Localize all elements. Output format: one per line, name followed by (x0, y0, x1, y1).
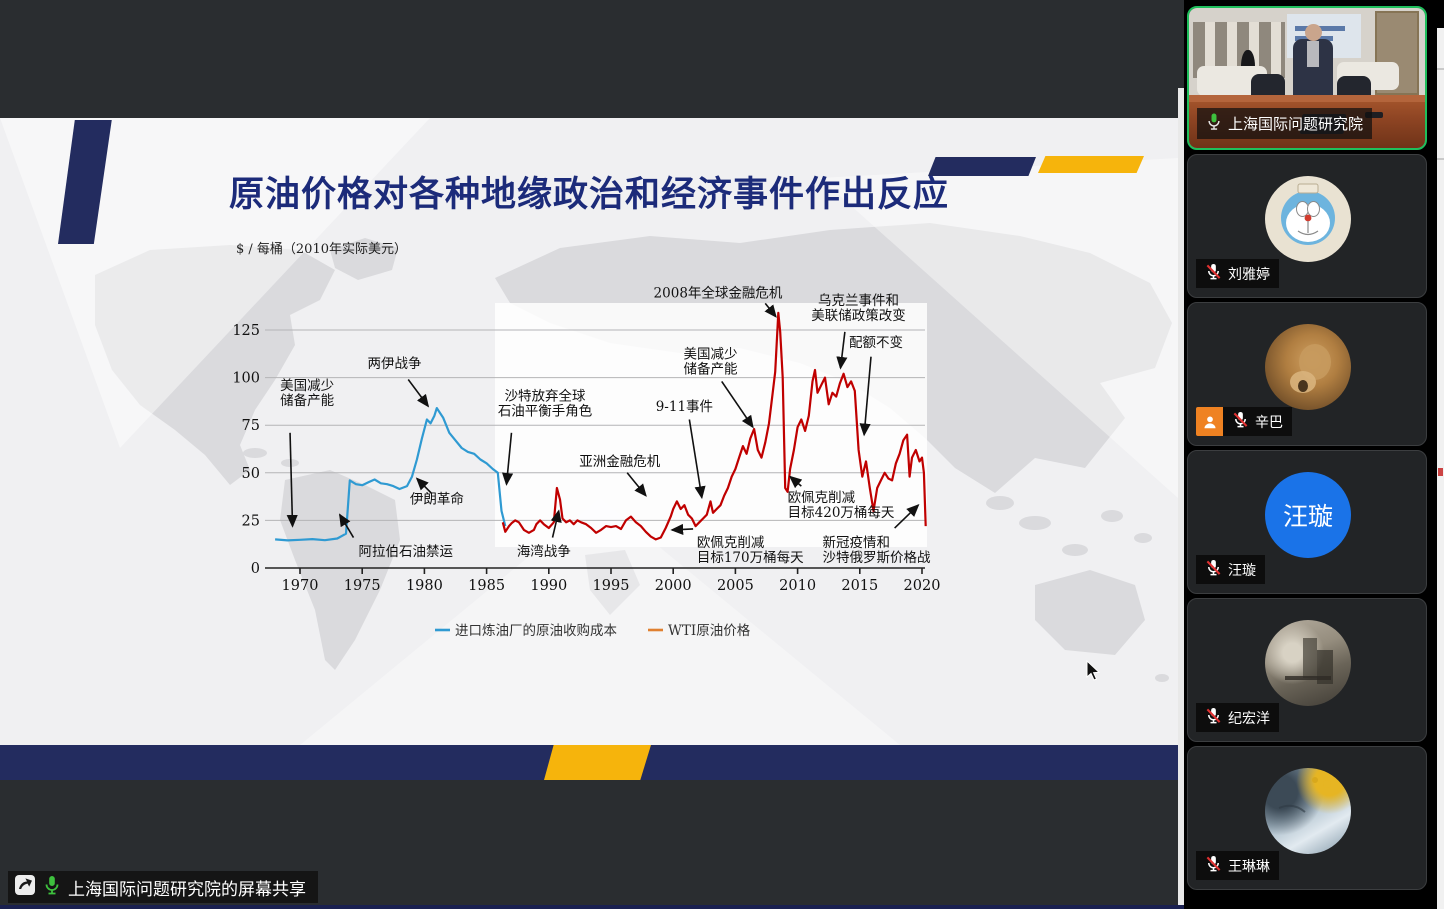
x-tick-label: 1985 (468, 578, 505, 594)
mic-muted-icon (1205, 855, 1222, 876)
slide-title: 原油价格对各种地缘政治和经济事件作出反应 (228, 175, 949, 214)
series-line (501, 311, 927, 541)
lion-avatar (1265, 324, 1351, 410)
annotation-label: 配额不变 (849, 335, 903, 351)
x-tick-label: 2015 (841, 578, 878, 594)
participant-name: 王琳琳 (1228, 857, 1270, 874)
chart-unit-label: $ / 每桶（2010年实际美元） (236, 242, 407, 257)
mic-muted-icon (1232, 411, 1249, 432)
y-tick-label: 75 (242, 418, 260, 434)
annotation-label: 阿拉伯石油禁运 (358, 544, 453, 560)
participant-name: 汪璇 (1228, 561, 1256, 578)
annotation-label: 海湾战争 (517, 543, 571, 560)
x-tick-label: 1975 (344, 578, 381, 594)
annotation-arrow (859, 356, 872, 437)
series-line (275, 407, 507, 542)
name-text-avatar: 汪璇 (1265, 472, 1351, 558)
annotation-label: 伊朗革命 (410, 490, 464, 507)
annotation-arrow (721, 380, 754, 429)
participants-sidebar: 上海国际问题研究院 (1184, 0, 1444, 909)
annotation-label: 新冠疫情和沙特俄罗斯价格战 (822, 535, 930, 566)
annotation-label: 美国减少储备产能 (684, 347, 738, 378)
annotation-arrow (626, 472, 647, 497)
share-banner-text: 上海国际问题研究院的屏幕共享 (68, 879, 306, 899)
mic-on-icon (43, 875, 61, 900)
annotation-arrow (788, 475, 803, 489)
participant-name: 刘雅婷 (1228, 265, 1270, 282)
x-tick-label: 2010 (779, 578, 816, 594)
participant-tile-speaker[interactable]: 上海国际问题研究院 (1187, 6, 1427, 150)
mic-muted-icon (1205, 263, 1222, 284)
mouse-cursor (1086, 660, 1101, 681)
x-tick-label: 1990 (530, 578, 567, 594)
presentation-slide: 原油价格对各种地缘政治和经济事件作出反应 $ / 每桶（2010年实际美元） 1… (0, 118, 1178, 745)
y-tick-label: 0 (251, 561, 260, 577)
y-tick-label: 125 (232, 323, 260, 339)
y-tick-label: 25 (242, 513, 260, 529)
window-bottom-edge (0, 905, 1184, 909)
mic-on-icon (1206, 112, 1222, 135)
annotation-label: 2008年全球金融危机 (654, 285, 783, 302)
background-window-sliver-left (1178, 88, 1184, 909)
legend-label: 进口炼油厂的原油收购成本 (455, 623, 617, 639)
participant-name: 辛巴 (1255, 413, 1283, 430)
x-tick-label: 1980 (406, 578, 443, 594)
annotation-arrow (764, 302, 777, 318)
participant-tile[interactable]: 王琳琳 (1187, 746, 1427, 890)
x-tick-label: 2020 (904, 578, 941, 594)
y-tick-label: 100 (232, 371, 260, 387)
participant-name: 上海国际问题研究院 (1228, 116, 1364, 133)
slide-bottom-bar (0, 745, 1178, 780)
annotation-label: 乌克兰事件和美联储政策改变 (811, 293, 906, 324)
annotation-arrow (502, 432, 514, 486)
world-map-background (0, 118, 1178, 745)
mic-muted-icon (1205, 707, 1222, 728)
participant-badge-icon (1196, 407, 1223, 436)
participant-tile[interactable]: 刘雅婷 (1187, 154, 1427, 298)
screen-share-area: 原油价格对各种地缘政治和经济事件作出反应 $ / 每桶（2010年实际美元） 1… (0, 0, 1184, 909)
slide-accent-topright-gold (1038, 156, 1144, 173)
x-tick-label: 1970 (282, 578, 319, 594)
participant-tile[interactable]: 纪宏洋 (1187, 598, 1427, 742)
slide-accent-topright-navy (928, 157, 1036, 176)
background-window-sliver-right (1437, 28, 1444, 909)
participant-name: 纪宏洋 (1228, 709, 1270, 726)
annotation-label: 美国减少储备产能 (280, 378, 334, 409)
annotation-arrow (415, 477, 433, 495)
annotation-label: 两伊战争 (368, 356, 422, 372)
annotation-arrow (670, 523, 694, 536)
annotation-label: 沙特放弃全球石油平衡手角色 (498, 387, 593, 419)
speaker-person (1293, 24, 1333, 96)
annotation-arrow (286, 432, 298, 528)
mic-muted-icon (1205, 559, 1222, 580)
painting-avatar (1265, 620, 1351, 706)
screen-share-icon (14, 874, 36, 901)
annotation-arrow (550, 509, 562, 538)
landscape-painting-avatar (1265, 768, 1351, 854)
x-tick-label: 2000 (655, 578, 692, 594)
participant-tile[interactable]: 汪璇 汪璇 (1187, 450, 1427, 594)
annotation-arrow (894, 504, 920, 529)
annotation-arrow (688, 419, 706, 500)
y-tick-label: 50 (242, 466, 260, 482)
x-tick-label: 1995 (593, 578, 630, 594)
slide-bottom-gold-accent (544, 745, 651, 780)
annotation-arrow (338, 513, 355, 538)
oil-price-chart: 1970 1975 1980 1985 1990 1995 2000 2005 2010 2015… (232, 285, 941, 639)
participant-tile[interactable]: 辛巴 (1187, 302, 1427, 446)
annotation-label: 欧佩克削减目标420万桶每天 (788, 490, 895, 521)
legend-label: WTI原油价格 (668, 623, 751, 639)
annotation-label: 亚洲金融危机 (579, 454, 660, 470)
annotation-arrow (407, 379, 430, 408)
share-banner: 上海国际问题研究院的屏幕共享 (8, 871, 318, 903)
annotation-label: 欧佩克削减目标170万桶每天 (697, 535, 804, 566)
x-tick-label: 2005 (717, 578, 754, 594)
annotation-arrow (836, 331, 848, 370)
annotation-label: 9-11事件 (656, 399, 713, 415)
doraemon-avatar (1265, 176, 1351, 262)
